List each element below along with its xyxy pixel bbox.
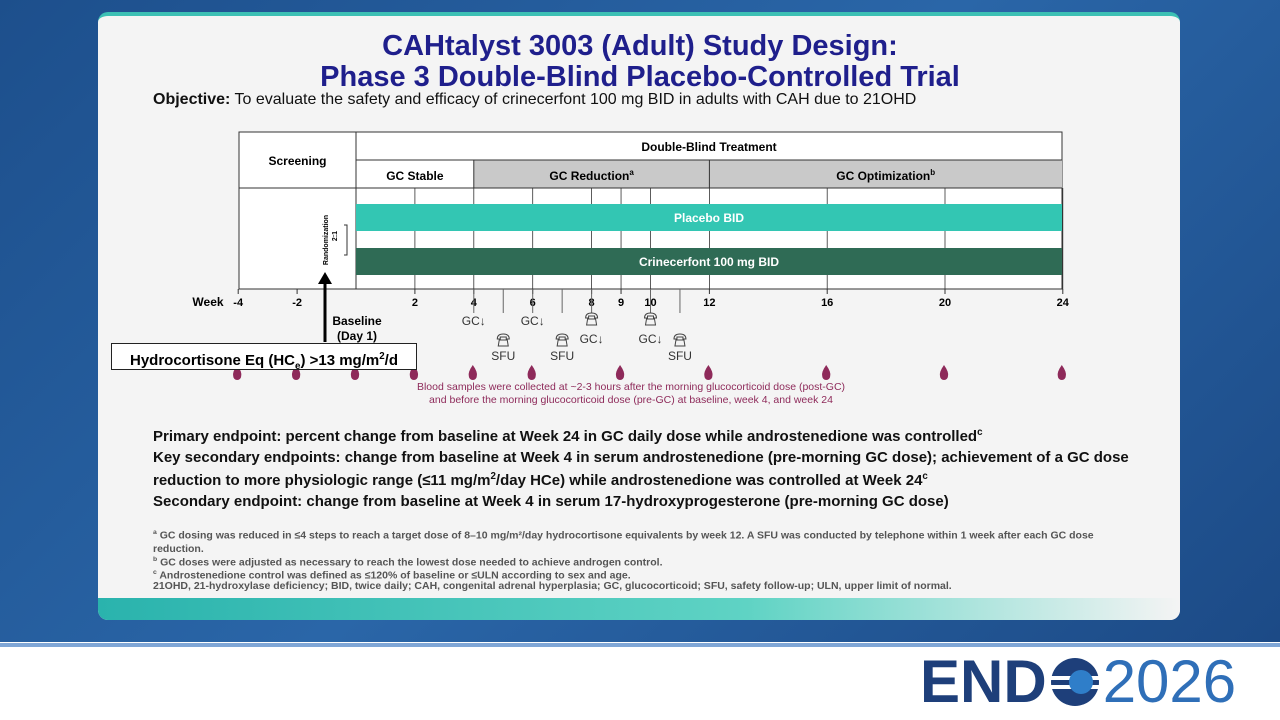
blood-drop xyxy=(822,365,831,380)
phase-label: GC Optimizationb xyxy=(836,168,935,183)
phase-note: a xyxy=(629,168,634,177)
primary-endpoint: Primary endpoint: percent change from ba… xyxy=(153,423,1143,446)
phase-note: b xyxy=(930,168,935,177)
study-diagram: -4-2246891012162024WeekScreeningDouble-B… xyxy=(192,131,1070,406)
phone-icon xyxy=(673,333,687,347)
hc-text: ) >13 mg/m xyxy=(300,352,380,369)
blood-drop xyxy=(704,365,713,380)
objective: Objective: To evaluate the safety and ef… xyxy=(153,91,916,109)
hc-text: Hydrocortisone Eq (HC xyxy=(129,352,295,369)
week-label: 20 xyxy=(939,297,951,309)
double-blind-label: Double-Blind Treatment xyxy=(641,140,776,154)
blood-note: and before the morning glucocorticoid do… xyxy=(429,394,833,406)
logo-text: END xyxy=(920,648,1047,715)
randomization-ratio: 2:1 xyxy=(332,231,339,241)
event-label: SFU xyxy=(668,349,692,363)
text: Androstenedione control was defined as ≤… xyxy=(159,569,631,582)
blood-drop xyxy=(527,365,536,380)
secondary-endpoint: Secondary endpoint: change from baseline… xyxy=(153,493,949,510)
text: GC doses were adjusted as necessary to r… xyxy=(160,556,663,569)
text: /day HCe) while androstenedione was cont… xyxy=(495,472,923,489)
arm-bar xyxy=(356,204,1062,231)
event-label: GC↓ xyxy=(462,314,486,328)
sup: 2 xyxy=(490,471,496,482)
mark: b xyxy=(153,556,158,563)
key-secondary-endpoint: Key secondary endpoints: change from bas… xyxy=(153,448,1143,490)
hc-box: Hydrocortisone Eq (HCe) >13 mg/m2/d xyxy=(111,343,417,372)
note: c xyxy=(977,427,983,438)
week-title: Week xyxy=(192,295,223,309)
arm-label: Placebo BID xyxy=(674,211,744,225)
abbreviations: 21OHD, 21-hydroxylase deficiency; BID, t… xyxy=(153,580,952,592)
text: Primary endpoint: percent change from ba… xyxy=(153,428,978,445)
screening-label: Screening xyxy=(268,154,326,168)
phone-icon xyxy=(585,312,599,326)
logo: END 2026 xyxy=(920,652,1236,712)
footer-bar xyxy=(98,598,1180,620)
phone-icon xyxy=(555,333,569,347)
blood-drop xyxy=(468,365,477,380)
objective-label: Objective: xyxy=(153,91,231,108)
week-label: 2 xyxy=(412,297,418,309)
divider xyxy=(0,643,1280,647)
baseline-day: (Day 1) xyxy=(337,329,377,343)
footnote: c Androstenedione control was defined as… xyxy=(153,566,1143,583)
logo-globe xyxy=(1050,658,1099,706)
text: Key secondary endpoints: change from bas… xyxy=(153,449,1129,489)
week-label: 9 xyxy=(618,297,624,309)
hc-sub: e xyxy=(295,361,301,372)
objective-text: To evaluate the safety and efficacy of c… xyxy=(234,91,917,108)
event-label: SFU xyxy=(550,349,574,363)
arm-bar xyxy=(356,248,1062,275)
mark: c xyxy=(153,569,157,576)
week-label: -2 xyxy=(292,297,302,309)
title: CAHtalyst 3003 (Adult) Study Design: Phas… xyxy=(0,31,1280,93)
event-label: SFU xyxy=(491,349,515,363)
phase-name: GC Optimization xyxy=(836,169,930,183)
bracket xyxy=(344,224,348,256)
mark: a xyxy=(153,529,157,536)
blood-note: Blood samples were collected at ~2-3 hou… xyxy=(417,381,845,393)
week-label: -4 xyxy=(233,297,244,309)
week-label: 24 xyxy=(1057,297,1070,309)
randomization-label: Randomization xyxy=(323,215,330,265)
logo-text: 2026 xyxy=(1102,648,1237,715)
footnote: a GC dosing was reduced in ≤4 steps to r… xyxy=(153,526,1143,556)
phone-icon xyxy=(643,312,658,326)
slide-card xyxy=(98,12,1180,620)
event-label: GC↓ xyxy=(580,332,604,346)
hc-sup: 2 xyxy=(379,351,385,362)
hc-text: /d xyxy=(384,352,398,369)
note: c xyxy=(922,471,928,482)
phase-label: GC Reductiona xyxy=(549,168,634,183)
blood-drop xyxy=(615,365,625,380)
phase-name: GC Reduction xyxy=(549,169,629,183)
week-label: 12 xyxy=(703,297,715,309)
text: GC dosing was reduced in ≤4 steps to rea… xyxy=(153,529,1094,555)
phase-label: GC Stable xyxy=(386,169,444,183)
arm-label: Crinecerfont 100 mg BID xyxy=(639,255,779,269)
week-label: 16 xyxy=(821,297,833,309)
title-line: Phase 3 Double-Blind Placebo-Controlled … xyxy=(320,61,960,93)
phone-icon xyxy=(496,333,510,347)
title-line: CAHtalyst 3003 (Adult) Study Design: xyxy=(382,30,898,62)
phase-cell xyxy=(709,160,1062,188)
blood-drop xyxy=(1057,365,1066,380)
arrow-head xyxy=(318,272,332,284)
baseline-label: Baseline xyxy=(332,314,382,328)
footnote: b GC doses were adjusted as necessary to… xyxy=(153,553,1143,570)
event-label: GC↓ xyxy=(521,314,545,328)
event-label: GC↓ xyxy=(639,332,663,346)
blood-drop xyxy=(939,365,949,380)
phase-name: GC Stable xyxy=(386,169,444,183)
phase-cell xyxy=(473,160,710,188)
